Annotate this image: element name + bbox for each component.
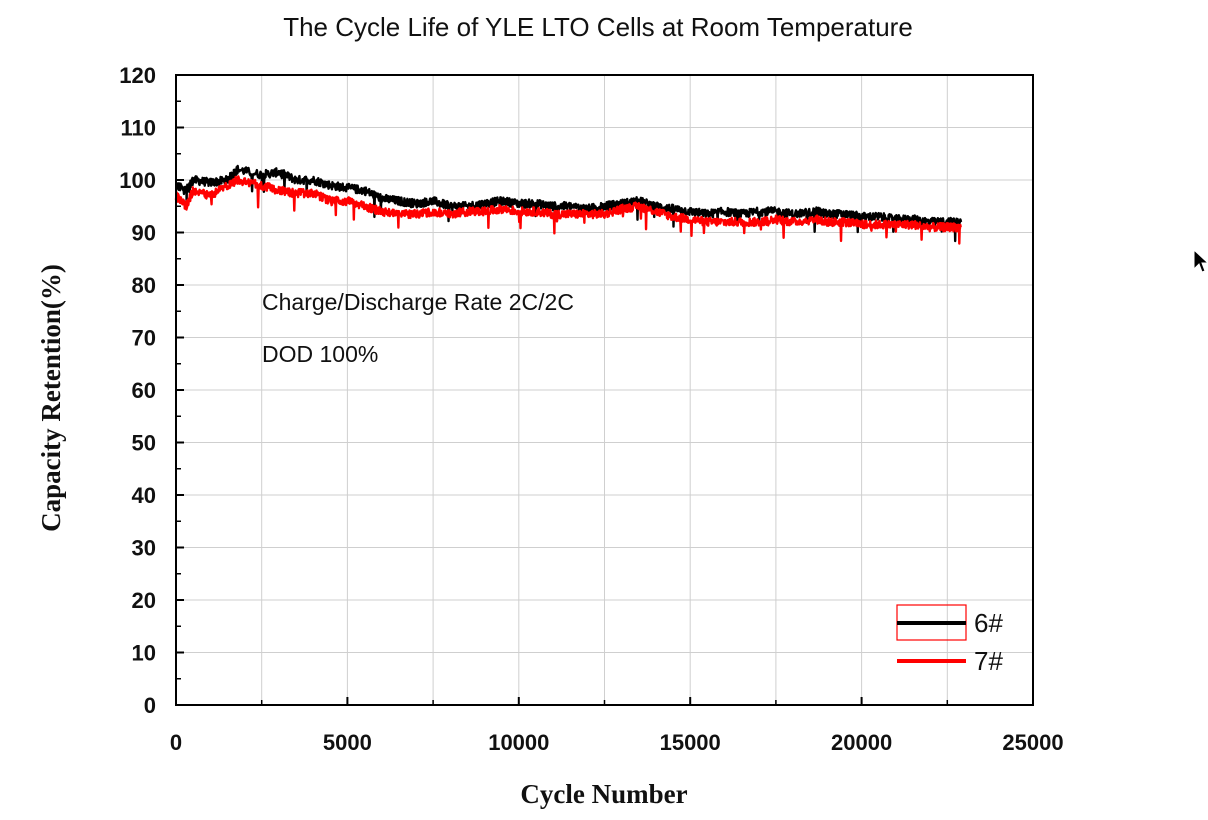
y-tick-label: 110 [121,116,157,141]
mouse-cursor-icon [1193,249,1208,273]
y-tick-label: 0 [144,693,156,718]
x-tick-label: 25000 [1002,730,1063,755]
y-tick-label: 10 [132,641,156,666]
x-axis-label: Cycle Number [520,779,687,809]
y-tick-label: 60 [132,378,156,403]
y-axis-label: Capacity Retention(%) [36,264,66,532]
series-line-6 [175,164,963,243]
series-line-7 [174,175,962,245]
x-tick-labels: 0 5000 10000 15000 20000 25000 [170,730,1064,755]
y-tick-label: 20 [132,588,156,613]
annotation-dod: DOD 100% [262,341,378,367]
y-tick-label: 90 [132,221,156,246]
series-layer [174,164,963,245]
x-tick-label: 20000 [831,730,892,755]
y-tick-label: 80 [132,273,156,298]
annotation-rate: Charge/Discharge Rate 2C/2C [262,289,574,315]
x-tick-label: 5000 [323,730,372,755]
grid [176,75,1033,705]
x-tick-label: 0 [170,730,182,755]
y-tick-label: 70 [132,326,156,351]
y-tick-label: 50 [132,431,156,456]
x-tick-label: 15000 [660,730,721,755]
chart-title: The Cycle Life of YLE LTO Cells at Room … [283,12,913,42]
y-tick-labels: 0 10 20 30 40 50 60 70 80 90 100 110 120 [119,63,156,718]
legend-label-6: 6# [974,608,1003,638]
y-tick-label: 120 [119,63,156,88]
y-tick-label: 30 [132,536,156,561]
ticks [175,74,1034,706]
y-tick-label: 100 [119,168,156,193]
x-tick-label: 10000 [488,730,549,755]
y-tick-label: 40 [132,483,156,508]
legend: 6# 7# [896,604,1003,676]
legend-label-7: 7# [974,646,1003,676]
